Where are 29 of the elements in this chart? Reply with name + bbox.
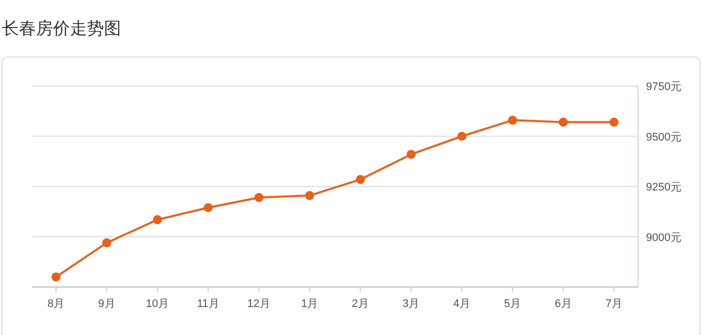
point	[406, 150, 416, 159]
point	[508, 116, 518, 125]
x-tick-label: 6月	[554, 298, 572, 310]
point	[102, 238, 112, 248]
point	[610, 118, 618, 127]
x-tick-label: 1月	[301, 298, 318, 310]
x-tick-label: 10月	[146, 298, 170, 310]
point	[305, 191, 314, 200]
x-tick-label: 5月	[504, 298, 522, 310]
point	[254, 193, 264, 202]
chart-title: 长春房价走势图	[2, 19, 121, 38]
point	[152, 215, 162, 224]
x-tick-label: 3月	[402, 298, 420, 310]
x-tick-label: 8月	[47, 298, 65, 310]
y-tick-label: 9750元	[646, 81, 682, 93]
point	[558, 118, 568, 127]
y-tick-label: 9500元	[646, 131, 682, 144]
x-tick-label: 12月	[247, 298, 271, 310]
point	[204, 203, 213, 212]
x-tick-label: 11月	[196, 298, 220, 310]
x-tick-label: 9月	[98, 298, 116, 310]
point	[457, 132, 466, 141]
x-tick-label: 2月	[352, 298, 369, 310]
point	[52, 272, 60, 282]
x-tick-label: 7月	[605, 298, 623, 310]
y-tick-label: 9250元	[646, 182, 682, 194]
y-tick-label: 9000元	[646, 232, 682, 244]
x-tick-label: 4月	[453, 298, 470, 310]
point	[356, 174, 365, 184]
